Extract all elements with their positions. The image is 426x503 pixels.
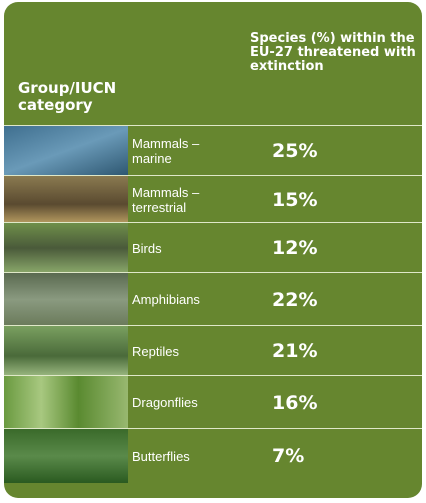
group-label: Reptiles <box>132 343 179 359</box>
row-photo <box>4 376 128 429</box>
threat-percent: 22% <box>272 288 318 311</box>
row-photo <box>4 429 128 483</box>
value-header: Species (%) within the EU-27 threatened … <box>250 31 416 74</box>
table-row: Mammals – terrestrial 15% <box>4 175 422 223</box>
table-row: Dragonflies 16% <box>4 375 422 429</box>
row-photo <box>4 273 128 326</box>
table-row: Mammals – marine 25% <box>4 125 422 176</box>
table-row: Amphibians 22% <box>4 272 422 326</box>
table-row: Birds 12% <box>4 222 422 273</box>
group-label: Mammals – marine <box>132 136 200 166</box>
threat-percent: 21% <box>272 340 318 362</box>
table-row: Reptiles 21% <box>4 325 422 376</box>
panel: Group/IUCN category Species (%) within t… <box>4 2 422 498</box>
row-photo <box>4 126 128 176</box>
threat-percent: 15% <box>272 188 318 211</box>
group-label: Dragonflies <box>132 395 198 410</box>
threat-percent: 7% <box>272 445 305 467</box>
group-label: Butterflies <box>132 448 190 464</box>
threat-percent: 16% <box>272 391 318 414</box>
threat-percent: 25% <box>272 140 318 162</box>
group-label: Birds <box>132 240 162 256</box>
row-photo <box>4 223 128 273</box>
row-photo <box>4 326 128 376</box>
group-header: Group/IUCN category <box>18 79 117 114</box>
row-photo <box>4 176 128 223</box>
table-row: Butterflies 7% <box>4 428 422 483</box>
threat-percent: 12% <box>272 237 318 259</box>
group-label: Mammals – terrestrial <box>132 184 200 215</box>
group-label: Amphibians <box>132 292 200 307</box>
